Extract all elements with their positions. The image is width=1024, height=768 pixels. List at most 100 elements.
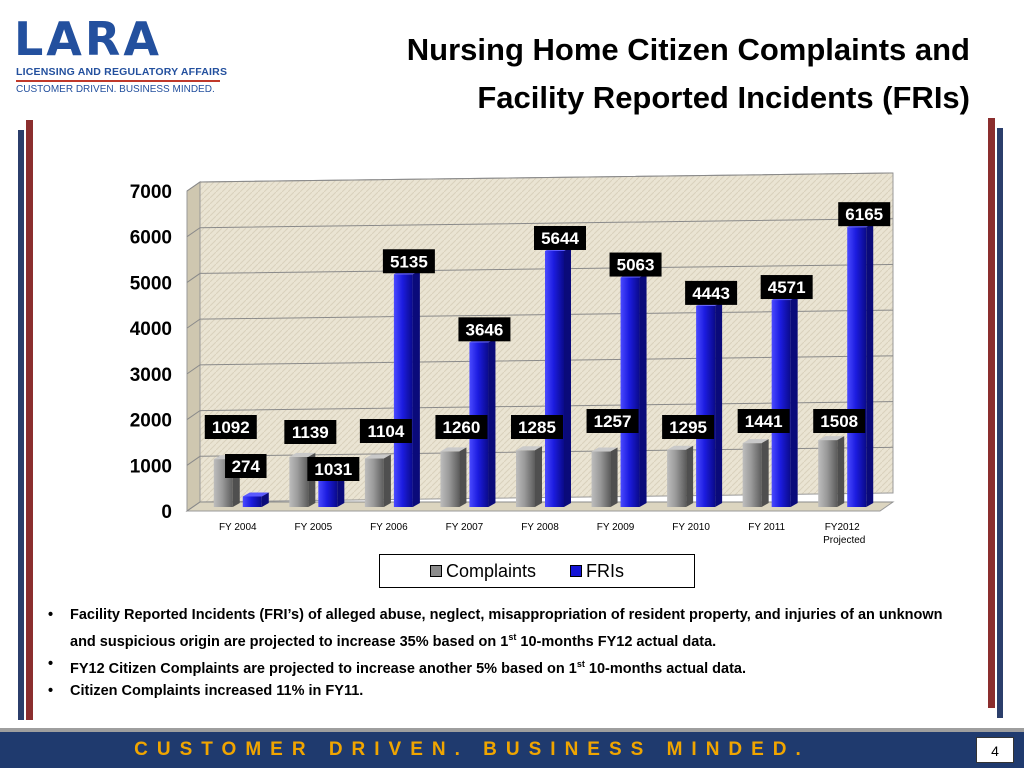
y-tick-label: 4000 — [130, 319, 172, 340]
y-tick-label: 2000 — [130, 411, 172, 432]
data-label-box — [737, 409, 790, 433]
legend-swatch-fris — [570, 565, 583, 577]
gridline — [186, 501, 893, 512]
data-label-box — [435, 415, 488, 439]
bar-top — [667, 445, 694, 450]
bar — [440, 451, 460, 507]
bar-top — [289, 452, 316, 457]
bar-top — [440, 447, 467, 452]
data-label: 4443 — [692, 284, 730, 303]
legend-item-complaints: Complaints — [430, 561, 536, 582]
data-label: 1295 — [669, 418, 707, 437]
x-tick-label: FY 2007 — [446, 522, 484, 533]
bar-side — [488, 338, 496, 507]
bar-side — [412, 270, 420, 507]
data-label-box — [204, 415, 257, 439]
gridline — [186, 446, 894, 466]
title-line-2: Facility Reported Incidents (FRIs) — [477, 80, 970, 115]
gridline — [186, 172, 894, 192]
y-axis-ticks: 0 1000 2000 3000 4000 5000 6000 7000 — [130, 182, 172, 523]
data-label-box — [838, 202, 891, 227]
footer-rule — [0, 728, 1024, 732]
x-tick-label: FY 2009 — [597, 522, 635, 533]
x-tick-sublabel: Projected — [823, 535, 865, 546]
data-label-box — [586, 409, 639, 433]
bullet-item: FY12 Citizen Complaints are projected to… — [46, 653, 946, 680]
logo-subtitle: LICENSING AND REGULATORY AFFAIRS — [16, 66, 228, 78]
bar-side — [866, 223, 874, 507]
data-label-box — [662, 415, 715, 439]
bar — [696, 305, 716, 507]
bar-side — [639, 273, 647, 507]
bullet-item: Citizen Complaints increased 11% in FY11… — [46, 680, 946, 702]
gridlines — [186, 172, 894, 512]
bar-side — [790, 296, 798, 507]
data-label-box — [284, 420, 337, 444]
x-tick-label: FY 2008 — [521, 522, 559, 533]
data-label-box — [458, 317, 511, 342]
x-tick-label: FY2012 — [825, 522, 860, 533]
bar-top — [516, 446, 542, 451]
footer: CUSTOMER DRIVEN. BUSINESS MINDED. 4 — [0, 732, 1024, 768]
gridline — [186, 401, 894, 420]
data-label: 1092 — [212, 418, 250, 437]
lara-logo: LARA LICENSING AND REGULATORY AFFAIRS CU… — [14, 14, 228, 98]
bar-side — [459, 447, 467, 507]
data-label: 3646 — [466, 320, 504, 339]
data-label: 6165 — [845, 205, 883, 224]
y-tick-label: 6000 — [130, 228, 172, 249]
data-label: 5135 — [390, 252, 428, 271]
data-labels: 1092 274 1139 1031 1104 5135 1260 3646 1285 5644 1… — [204, 202, 891, 481]
data-label: 274 — [232, 457, 261, 476]
bar — [242, 496, 262, 507]
bar-side — [383, 454, 391, 507]
bar — [591, 451, 611, 507]
legend-label-complaints: Complaints — [446, 560, 537, 581]
gridline — [186, 355, 894, 375]
data-label: 1508 — [820, 412, 858, 431]
bar — [364, 458, 384, 507]
bar-side — [535, 446, 542, 507]
bullet-list: Facility Reported Incidents (FRI’s) of a… — [46, 604, 946, 702]
side-wall — [186, 181, 201, 512]
data-label: 5644 — [541, 229, 579, 248]
bar-side — [610, 447, 618, 507]
data-label-box — [359, 419, 412, 443]
data-label: 1260 — [443, 418, 481, 437]
logo-tagline: CUSTOMER DRIVEN. BUSINESS MINDED. — [16, 84, 215, 95]
data-label: 4571 — [768, 278, 806, 297]
x-tick-label: FY 2005 — [295, 522, 333, 533]
bar-side — [761, 439, 769, 507]
bar-top — [742, 439, 769, 444]
data-label: 1441 — [745, 412, 783, 431]
right-accent-bars — [988, 118, 1004, 718]
data-label: 5063 — [617, 256, 655, 275]
x-tick-label: FY 2004 — [219, 522, 257, 533]
chart-legend: Complaints FRIs — [379, 554, 695, 588]
bars — [213, 223, 874, 507]
x-tick-label: FY 2010 — [672, 522, 710, 533]
x-tick-label: FY 2006 — [370, 522, 408, 533]
bar — [818, 440, 838, 507]
bar — [742, 443, 762, 507]
page-title: Nursing Home Citizen Complaints and Faci… — [330, 26, 970, 122]
bar — [516, 450, 535, 507]
bar — [847, 227, 867, 507]
title-line-1: Nursing Home Citizen Complaints and — [406, 32, 970, 67]
bar-top — [818, 436, 845, 441]
gridline — [186, 218, 894, 238]
data-label: 1285 — [518, 418, 556, 437]
bar — [620, 277, 640, 507]
data-label-box — [685, 280, 738, 305]
bullet-item: Facility Reported Incidents (FRI’s) of a… — [46, 604, 946, 653]
bar — [289, 456, 309, 507]
data-label-box — [813, 409, 866, 433]
data-label-box — [382, 249, 435, 274]
y-tick-label: 1000 — [130, 456, 172, 477]
legend-swatch-complaints — [430, 565, 442, 577]
bar-side — [261, 492, 269, 507]
data-label-box — [307, 457, 360, 481]
bar-side — [564, 246, 571, 507]
x-tick-label: FY 2011 — [748, 522, 785, 533]
